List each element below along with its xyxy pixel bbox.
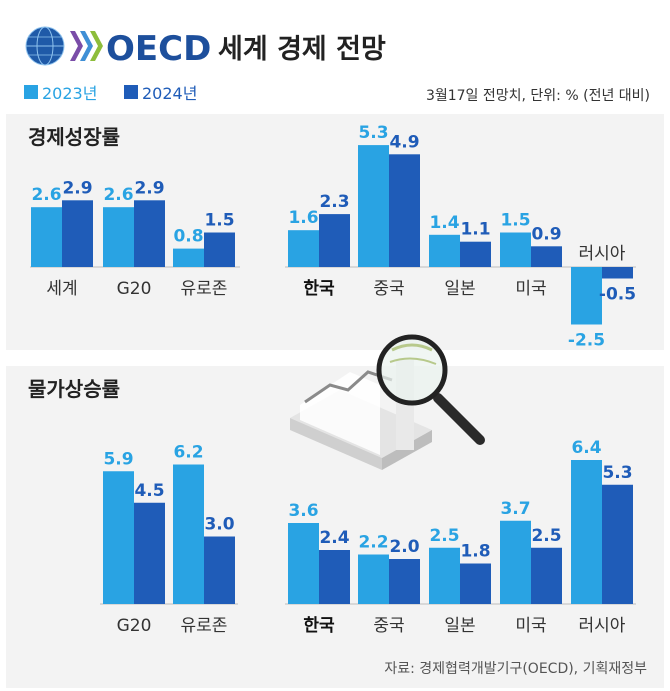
bar-1-1-1 bbox=[389, 154, 420, 267]
value-label-3-4-0: 6.4 bbox=[571, 438, 601, 458]
category-label-1-4: 러시아 bbox=[579, 244, 626, 264]
bar-2-1-0 bbox=[173, 464, 204, 604]
legend-label-2024: 2024년 bbox=[142, 84, 197, 103]
value-label-0-2-1: 1.5 bbox=[204, 211, 234, 231]
category-label-1-1: 중국 bbox=[373, 279, 404, 299]
bar-1-0-1 bbox=[319, 214, 350, 267]
bar-3-1-1 bbox=[389, 559, 420, 604]
bar-2-0-0 bbox=[103, 471, 134, 604]
bar-0-0-1 bbox=[62, 200, 93, 267]
value-label-1-1-0: 5.3 bbox=[358, 123, 388, 143]
category-label-1-2: 일본 bbox=[444, 279, 475, 299]
value-label-1-2-1: 1.1 bbox=[460, 220, 490, 240]
value-label-0-0-0: 2.6 bbox=[31, 185, 61, 205]
bar-3-3-0 bbox=[500, 520, 531, 604]
bar-1-4-0 bbox=[571, 267, 602, 325]
value-label-2-1-0: 6.2 bbox=[173, 443, 203, 463]
bar-1-1-0 bbox=[358, 145, 389, 267]
bar-3-1-0 bbox=[358, 554, 389, 604]
value-label-3-1-1: 2.0 bbox=[389, 537, 419, 557]
value-label-1-1-1: 4.9 bbox=[389, 132, 419, 152]
bar-1-3-0 bbox=[500, 232, 531, 267]
globe-icon bbox=[25, 26, 65, 66]
value-label-0-1-0: 2.6 bbox=[103, 185, 133, 205]
bar-1-3-1 bbox=[531, 246, 562, 267]
value-label-3-0-0: 3.6 bbox=[288, 501, 318, 521]
bar-3-2-0 bbox=[429, 547, 460, 604]
bar-1-4-1 bbox=[602, 267, 633, 279]
value-label-3-3-0: 3.7 bbox=[500, 499, 530, 519]
bar-0-0-0 bbox=[31, 207, 62, 267]
category-label-1-3: 미국 bbox=[515, 279, 546, 299]
bar-1-2-0 bbox=[429, 234, 460, 267]
bar-0-2-0 bbox=[173, 248, 204, 267]
value-label-1-0-1: 2.3 bbox=[319, 192, 349, 212]
value-label-3-2-0: 2.5 bbox=[429, 526, 459, 546]
bar-3-0-0 bbox=[288, 523, 319, 604]
magnifier-illustration bbox=[290, 334, 485, 470]
bar-0-1-1 bbox=[134, 200, 165, 267]
category-label-3-3: 미국 bbox=[515, 616, 546, 636]
value-label-3-0-1: 2.4 bbox=[319, 528, 349, 548]
value-label-3-4-1: 5.3 bbox=[602, 463, 632, 483]
bar-1-0-0 bbox=[288, 230, 319, 267]
category-label-3-4: 러시아 bbox=[579, 616, 626, 636]
source-panel bbox=[6, 648, 664, 688]
value-label-0-0-1: 2.9 bbox=[62, 178, 92, 198]
bar-0-2-1 bbox=[204, 232, 235, 267]
source-text: 자료: 경제협력개발기구(OECD), 기획재정부 bbox=[384, 661, 647, 677]
category-label-3-0: 한국 bbox=[303, 616, 335, 636]
value-label-1-3-0: 1.5 bbox=[500, 211, 530, 231]
category-label-3-2: 일본 bbox=[444, 616, 475, 636]
value-label-1-3-1: 0.9 bbox=[531, 224, 561, 244]
bar-3-0-1 bbox=[319, 550, 350, 604]
value-label-3-3-1: 2.5 bbox=[531, 526, 561, 546]
bar-0-1-0 bbox=[103, 207, 134, 267]
category-label-0-0: 세계 bbox=[46, 279, 77, 299]
category-label-1-0: 한국 bbox=[303, 279, 335, 299]
inflation-section-title: 물가상승률 bbox=[28, 377, 120, 401]
value-label-1-4-0: -2.5 bbox=[568, 331, 605, 351]
category-label-2-0: G20 bbox=[117, 616, 152, 636]
page-title: 세계 경제 전망 bbox=[218, 34, 386, 65]
value-label-2-0-0: 5.9 bbox=[103, 449, 133, 469]
brand-text: OECD bbox=[106, 29, 211, 69]
growth-section-title: 경제성장률 bbox=[28, 125, 120, 149]
bar-3-2-1 bbox=[460, 563, 491, 604]
category-label-2-1: 유로존 bbox=[181, 616, 228, 636]
value-label-0-1-1: 2.9 bbox=[134, 178, 164, 198]
bar-3-4-1 bbox=[602, 484, 633, 604]
oecd-logo-icon bbox=[70, 31, 103, 61]
value-label-2-1-1: 3.0 bbox=[204, 515, 234, 535]
value-label-2-0-1: 4.5 bbox=[134, 481, 164, 501]
value-label-0-2-0: 0.8 bbox=[173, 227, 203, 247]
value-label-3-1-0: 2.2 bbox=[358, 533, 388, 553]
category-label-0-2: 유로존 bbox=[181, 279, 228, 299]
category-label-3-1: 중국 bbox=[373, 616, 404, 636]
value-label-1-0-0: 1.6 bbox=[288, 208, 318, 228]
bar-1-2-1 bbox=[460, 241, 491, 267]
unit-note: 3월17일 전망치, 단위: % (전년 대비) bbox=[426, 88, 650, 104]
legend-label-2023: 2023년 bbox=[42, 84, 97, 103]
value-label-1-4-1: -0.5 bbox=[599, 285, 636, 305]
legend-swatch-2023 bbox=[24, 85, 38, 99]
bar-3-4-0 bbox=[571, 460, 602, 604]
value-label-1-2-0: 1.4 bbox=[429, 213, 459, 233]
category-label-0-1: G20 bbox=[117, 279, 152, 299]
bar-2-1-1 bbox=[204, 536, 235, 604]
bar-2-0-1 bbox=[134, 502, 165, 604]
legend-swatch-2024 bbox=[124, 85, 138, 99]
bar-3-3-1 bbox=[531, 547, 562, 604]
value-label-3-2-1: 1.8 bbox=[460, 542, 490, 562]
